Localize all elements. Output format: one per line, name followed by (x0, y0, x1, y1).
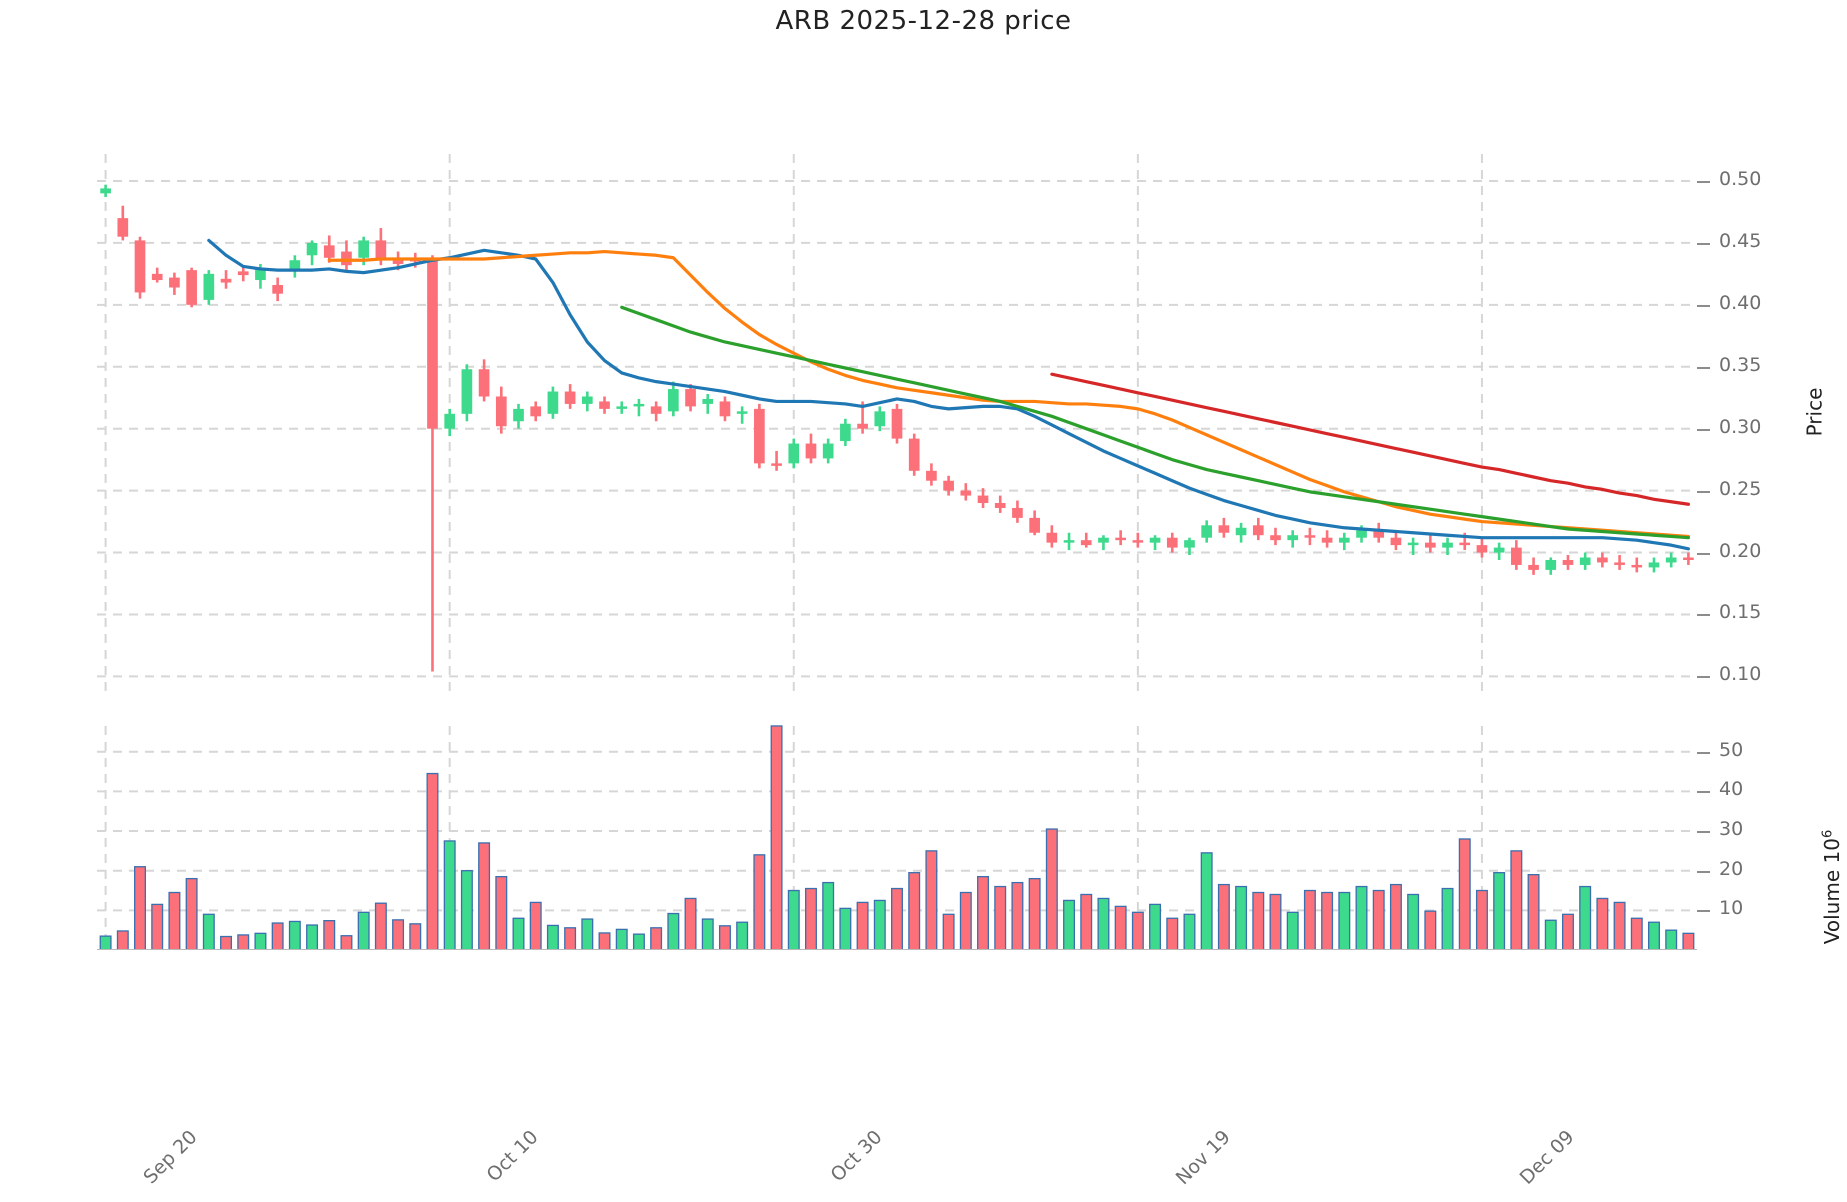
price-panel (97, 150, 1697, 695)
chart-title: ARB 2025-12-28 price (775, 6, 1072, 36)
volume-tick-label: 10 (1719, 897, 1744, 920)
price-tick-mark (1697, 490, 1710, 493)
volume-tick-mark (1697, 831, 1710, 834)
price-plot (97, 150, 1697, 695)
volume-tick-mark (1697, 751, 1710, 754)
price-tick-mark (1697, 552, 1710, 555)
x-tick-label: Oct 30 (826, 1126, 887, 1187)
price-tick-mark (1697, 366, 1710, 369)
volume-tick-label: 50 (1719, 738, 1744, 761)
price-tick-mark (1697, 676, 1710, 679)
volume-panel (97, 720, 1697, 1120)
price-tick-label: 0.15 (1719, 601, 1762, 624)
price-tick-label: 0.30 (1719, 415, 1762, 438)
price-axis-label: Price (1802, 387, 1827, 437)
price-tick-mark (1697, 180, 1710, 183)
price-tick-label: 0.35 (1719, 353, 1762, 376)
price-tick-mark (1697, 242, 1710, 245)
volume-tick-label: 20 (1719, 857, 1744, 880)
volume-tick-label: 30 (1719, 818, 1744, 841)
volume-axis-exponent: 6 (1820, 829, 1836, 839)
price-tick-label: 0.50 (1719, 167, 1762, 190)
price-tick-mark (1697, 614, 1710, 617)
x-tick-label: Sep 20 (138, 1126, 202, 1189)
price-tick-mark (1697, 304, 1710, 307)
volume-tick-mark (1697, 791, 1710, 794)
price-tick-label: 0.25 (1719, 477, 1762, 500)
volume-axis-label: Volume 106 (1820, 830, 1844, 944)
volume-axis-label-text: Volume 10 (1820, 838, 1845, 945)
price-tick-label: 0.20 (1719, 539, 1762, 562)
right-axis: 0.50 0.45 0.40 0.35 0.30 0.25 0.20 0.15 0.10 50 40… (1697, 0, 1847, 1202)
volume-plot (97, 720, 1697, 950)
price-tick-label: 0.10 (1719, 663, 1762, 686)
x-tick-label: Dec 09 (1515, 1126, 1579, 1189)
x-tick-label: Nov 19 (1171, 1126, 1235, 1190)
price-tick-label: 0.45 (1719, 229, 1762, 252)
price-tick-mark (1697, 428, 1710, 431)
price-tick-label: 0.40 (1719, 291, 1762, 314)
volume-tick-mark (1697, 910, 1710, 913)
volume-tick-label: 40 (1719, 778, 1744, 801)
x-tick-label: Oct 10 (482, 1126, 543, 1187)
volume-tick-mark (1697, 870, 1710, 873)
